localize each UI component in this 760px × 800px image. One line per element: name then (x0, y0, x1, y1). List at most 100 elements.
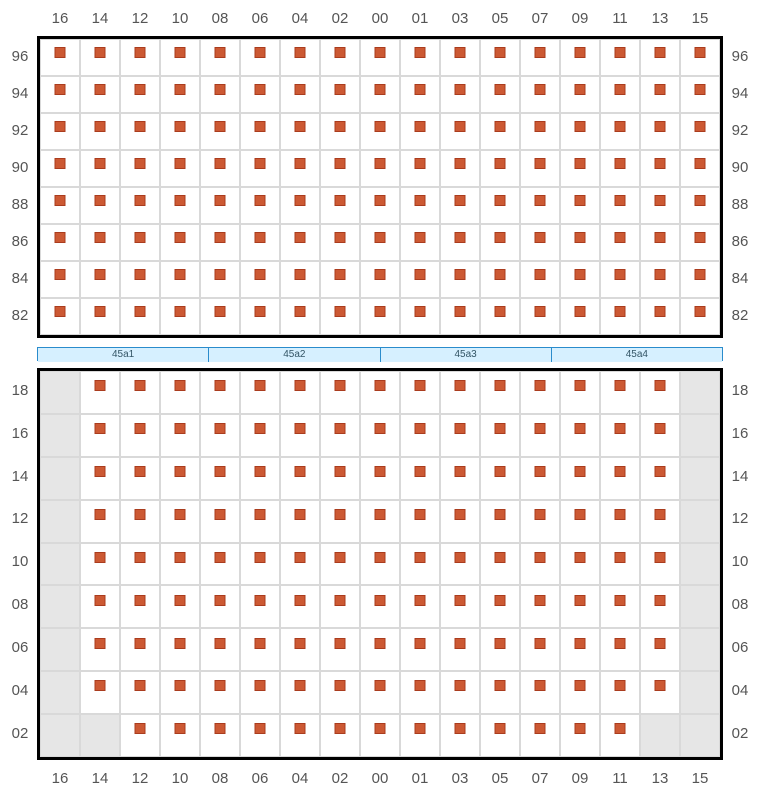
seat-cell[interactable] (160, 39, 200, 76)
seat-cell[interactable] (160, 457, 200, 500)
seat-cell[interactable] (640, 628, 680, 671)
seat-cell[interactable] (600, 414, 640, 457)
seat-cell[interactable] (280, 543, 320, 586)
switch-segment[interactable]: 45a1 (38, 348, 209, 362)
seat-cell[interactable] (280, 500, 320, 543)
seat-cell[interactable] (40, 150, 80, 187)
seat-cell[interactable] (560, 261, 600, 298)
seat-cell[interactable] (560, 714, 600, 757)
switch-segment[interactable]: 45a3 (381, 348, 552, 362)
seat-cell[interactable] (400, 500, 440, 543)
seat-cell[interactable] (320, 457, 360, 500)
seat-cell[interactable] (80, 457, 120, 500)
seat-cell[interactable] (240, 543, 280, 586)
seat-cell[interactable] (320, 543, 360, 586)
seat-cell[interactable] (440, 76, 480, 113)
seat-cell[interactable] (400, 224, 440, 261)
seat-cell[interactable] (360, 671, 400, 714)
seat-cell[interactable] (280, 261, 320, 298)
seat-cell[interactable] (640, 543, 680, 586)
seat-cell[interactable] (280, 150, 320, 187)
seat-cell[interactable] (240, 585, 280, 628)
seat-cell[interactable] (280, 298, 320, 335)
seat-cell[interactable] (600, 39, 640, 76)
seat-cell[interactable] (640, 224, 680, 261)
seat-cell[interactable] (680, 39, 720, 76)
seat-cell[interactable] (680, 298, 720, 335)
seat-cell[interactable] (120, 113, 160, 150)
seat-cell[interactable] (80, 585, 120, 628)
seat-cell[interactable] (360, 224, 400, 261)
seat-cell[interactable] (240, 714, 280, 757)
seat-cell[interactable] (560, 671, 600, 714)
seat-cell[interactable] (80, 298, 120, 335)
seat-cell[interactable] (600, 500, 640, 543)
seat-cell[interactable] (640, 113, 680, 150)
seat-cell[interactable] (200, 628, 240, 671)
seat-cell[interactable] (440, 261, 480, 298)
seat-cell[interactable] (120, 585, 160, 628)
seat-cell[interactable] (480, 187, 520, 224)
seat-cell[interactable] (520, 457, 560, 500)
seat-cell[interactable] (480, 371, 520, 414)
seat-cell[interactable] (80, 261, 120, 298)
seat-cell[interactable] (360, 371, 400, 414)
seat-cell[interactable] (160, 187, 200, 224)
seat-cell[interactable] (160, 298, 200, 335)
seat-cell[interactable] (520, 543, 560, 586)
seat-cell[interactable] (280, 76, 320, 113)
seat-cell[interactable] (80, 224, 120, 261)
seat-cell[interactable] (320, 371, 360, 414)
seat-cell[interactable] (440, 500, 480, 543)
seat-cell[interactable] (360, 261, 400, 298)
seat-cell[interactable] (160, 371, 200, 414)
seat-cell[interactable] (400, 298, 440, 335)
seat-cell[interactable] (440, 298, 480, 335)
seat-cell[interactable] (200, 543, 240, 586)
seat-cell[interactable] (360, 628, 400, 671)
seat-cell[interactable] (640, 457, 680, 500)
seat-cell[interactable] (600, 585, 640, 628)
seat-cell[interactable] (80, 113, 120, 150)
seat-cell[interactable] (200, 298, 240, 335)
seat-cell[interactable] (480, 76, 520, 113)
seat-cell[interactable] (80, 671, 120, 714)
seat-cell[interactable] (600, 298, 640, 335)
seat-cell[interactable] (680, 224, 720, 261)
seat-cell[interactable] (120, 76, 160, 113)
seat-cell[interactable] (240, 414, 280, 457)
seat-cell[interactable] (480, 585, 520, 628)
seat-cell[interactable] (440, 628, 480, 671)
seat-cell[interactable] (520, 714, 560, 757)
seat-cell[interactable] (560, 113, 600, 150)
seat-cell[interactable] (560, 500, 600, 543)
seat-cell[interactable] (160, 224, 200, 261)
seat-cell[interactable] (520, 150, 560, 187)
seat-cell[interactable] (280, 628, 320, 671)
seat-cell[interactable] (160, 585, 200, 628)
seat-cell[interactable] (320, 414, 360, 457)
seat-cell[interactable] (480, 543, 520, 586)
seat-cell[interactable] (520, 500, 560, 543)
seat-cell[interactable] (640, 414, 680, 457)
seat-cell[interactable] (280, 39, 320, 76)
seat-cell[interactable] (400, 187, 440, 224)
seat-cell[interactable] (400, 414, 440, 457)
seat-cell[interactable] (360, 298, 400, 335)
seat-cell[interactable] (120, 39, 160, 76)
seat-cell[interactable] (120, 628, 160, 671)
seat-cell[interactable] (480, 150, 520, 187)
seat-cell[interactable] (240, 150, 280, 187)
seat-cell[interactable] (520, 261, 560, 298)
seat-cell[interactable] (120, 671, 160, 714)
seat-cell[interactable] (320, 261, 360, 298)
seat-cell[interactable] (440, 414, 480, 457)
seat-cell[interactable] (440, 543, 480, 586)
seat-cell[interactable] (280, 414, 320, 457)
seat-cell[interactable] (120, 371, 160, 414)
seat-cell[interactable] (120, 714, 160, 757)
seat-cell[interactable] (400, 150, 440, 187)
seat-cell[interactable] (560, 298, 600, 335)
seat-cell[interactable] (40, 113, 80, 150)
seat-cell[interactable] (80, 500, 120, 543)
